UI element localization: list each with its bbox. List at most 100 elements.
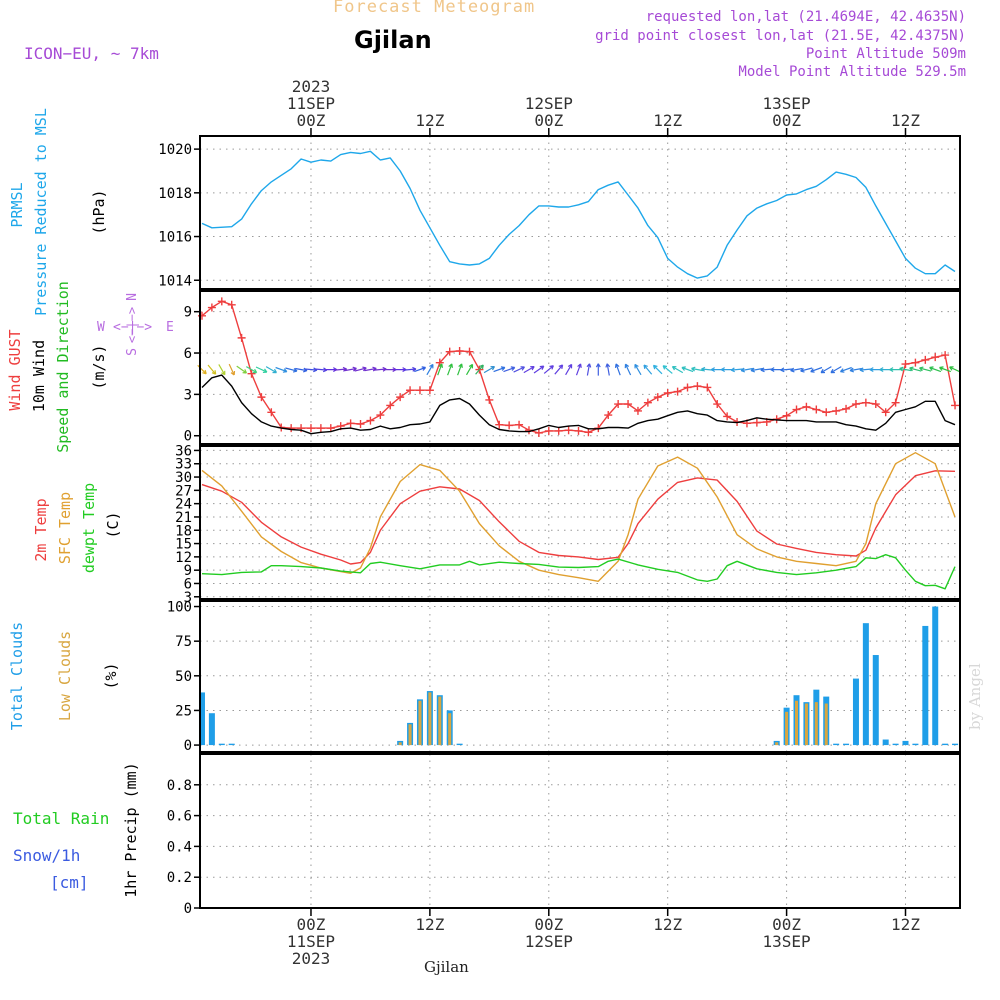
requested-coords: requested lon,lat (21.4694E, 42.4635N) [645,9,966,25]
wind-direction-arrow [447,363,453,376]
wind-direction-arrow [414,366,427,373]
grid-point-coords: grid point closest lon,lat (21.5E, 42.43… [595,28,966,44]
time-label-bottom: 00Z [297,915,326,934]
gust-marker [406,386,415,395]
wind-direction-arrow [265,366,278,374]
compass-n: N [125,293,140,301]
y-tick-label: 0 [184,901,192,917]
y-tick-label: 1018 [158,186,192,202]
y-tick-label: 0.6 [167,809,192,825]
wind-direction-arrow [849,367,863,373]
y-tick-label: 6 [184,576,192,592]
wind-direction-arrow [207,364,217,375]
series-line [201,374,956,435]
time-label-top: 00Z [297,111,326,130]
gust-marker [683,383,692,392]
clouds-unit-label: (%) [102,662,120,689]
gust-marker [554,426,563,435]
y-tick-label: 1020 [158,142,192,158]
y-tick-label: 12 [175,550,192,566]
panel-wind: 0 3 6 9 [184,290,961,445]
wind-direction-arrow [246,366,258,374]
gust-marker [911,358,920,367]
time-label-bottom: 12Z [891,915,920,934]
wind-direction-arrow [465,363,474,376]
y-tick-label: 3 [184,387,192,403]
cloud-bar [872,655,879,746]
model-label: ICON−EU, ~ 7km [24,44,159,63]
wind-direction-arrow [790,367,803,373]
time-label-bottom: 00Z [534,915,563,934]
time-label-top: 12Z [415,111,444,130]
forecast-meteogram-title: Forecast Meteogram [333,0,536,17]
gust-marker [356,420,365,429]
wind-gust-label: Wind GUST [6,329,24,410]
cloud-bar [775,742,779,746]
compass-s: S [125,348,140,356]
y-tick-label: 25 [175,703,192,719]
gust-marker [534,428,543,437]
model-point-altitude: Model Point Altitude 529.5m [738,64,966,80]
wind-direction-arrow [554,364,564,375]
y-tick-label: 0 [184,429,192,445]
wind-direction-arrow [624,363,632,376]
wind-direction-arrow [652,364,663,375]
y-tick-label: 3 [184,590,192,606]
y-tick-label: 24 [175,497,192,513]
y-tick-label: 0.8 [167,778,192,794]
wind-direction-arrow [426,363,434,376]
time-label-top: 12Z [891,111,920,130]
gust-marker [693,382,702,391]
temp-unit-label: (C) [104,511,122,538]
gust-marker [851,400,860,409]
wind-direction-arrow [236,365,248,374]
cloud-bar [833,743,840,746]
gust-marker [287,424,296,433]
wind-direction-arrow [810,366,823,373]
gust-marker [822,408,831,417]
snow-unit-label: [cm] [50,873,89,892]
cloud-bar [862,623,869,746]
wind-direction-arrow [586,363,592,376]
panel-frame [199,600,961,753]
wind-direction-arrow [218,364,226,376]
y-tick-label: 18 [175,523,192,539]
cloud-bar [785,711,789,746]
gust-marker [802,402,811,411]
gust-marker [941,351,950,360]
gust-marker [713,400,722,409]
wind-direction-arrow [800,367,813,373]
panel-frame [199,753,961,909]
low-clouds-label: Low Clouds [56,631,74,721]
time-label-top: 11SEP [287,94,335,113]
y-tick-label: 1014 [158,273,192,289]
compass-w: W [97,320,105,335]
gust-marker [316,424,325,433]
wind-direction-arrow [750,367,763,373]
temp-dewpt-label: dewpt Temp [80,483,98,573]
gust-marker [564,426,573,435]
wind-direction-arrow [949,366,961,373]
time-label-bottom: 00Z [772,915,801,934]
gust-marker [624,400,633,409]
cloud-bar [932,606,939,746]
gust-marker [782,411,791,420]
series-line [201,150,956,279]
gust-marker [396,393,405,402]
compass-arrow: <−|−> [113,320,152,335]
cloud-bar [428,692,432,746]
gust-marker [366,416,375,425]
gust-marker [574,426,583,435]
wind-direction-arrow [197,364,207,375]
wind-direction-arrow [671,366,684,374]
gust-marker [485,395,494,404]
wind-direction-arrow [939,366,952,373]
y-tick-label: 33 [175,457,192,473]
cloud-bar [892,743,899,746]
gust-marker [673,387,682,396]
y-tick-label: 21 [175,510,192,526]
panel-frame [199,135,961,290]
gust-marker [663,389,672,397]
wind-direction-arrow [275,366,288,373]
